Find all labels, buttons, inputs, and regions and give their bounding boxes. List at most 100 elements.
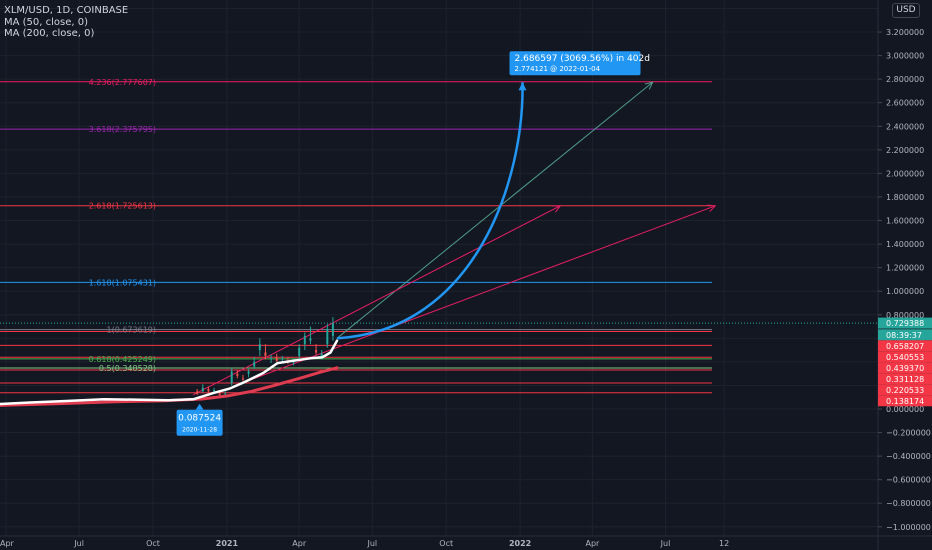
price-tag-bg [878, 384, 932, 396]
y-tick-label: −0.200000 [886, 429, 931, 438]
projection-curve [336, 82, 524, 340]
y-tick-label: 2.200000 [886, 146, 924, 155]
x-tick-label: Jul [660, 539, 671, 548]
price-tag-label: 08:39:37 [886, 331, 922, 340]
chart-legend: XLM/USD, 1D, COINBASE MA (50, close, 0) … [4, 5, 128, 40]
price-tag-label: 0.138174 [886, 397, 924, 406]
fibonacci-levels: 4.236(2.777607) 3.618(2.375795) 2.618(1.72… [0, 78, 712, 373]
trend-arrow-head [644, 81, 654, 90]
candle-body [309, 338, 312, 341]
y-tick-label: 1.000000 [886, 287, 924, 296]
trend-arrow-line [336, 81, 653, 339]
start-price-label: 0.087524 [178, 414, 221, 424]
y-tick-label: −0.800000 [886, 499, 931, 508]
price-tag-label: 0.331128 [886, 375, 924, 384]
x-tick-label: Jul [366, 539, 377, 548]
x-tick-label: Oct [439, 539, 453, 548]
price-tag-bg [878, 373, 932, 385]
candle-body [270, 358, 273, 360]
candle-body [264, 352, 267, 356]
y-tick-label: 2.400000 [886, 122, 924, 131]
chart-markers: 0.087524 2020-11-28 [176, 403, 223, 436]
projection-sub-label: 2.774121 @ 2022-01-04 [515, 65, 601, 73]
y-tick-label: −1.000000 [886, 523, 931, 532]
candle-body [275, 357, 278, 361]
price-tag-bg [878, 329, 932, 341]
candle-body [281, 358, 284, 360]
x-tick-label: 2021 [216, 539, 239, 548]
candle-body [230, 371, 233, 384]
candle-body [331, 323, 334, 336]
y-tick-label: −0.600000 [886, 476, 931, 485]
candle-body [326, 328, 329, 345]
candle-body [320, 353, 323, 356]
y-tick-label: 2.800000 [886, 75, 924, 84]
projection-label: 2.686597 (3069.56%) in 402d [515, 54, 650, 64]
candle-body [236, 373, 239, 377]
start-marker-arrow [195, 403, 204, 410]
y-tick-label: 2.600000 [886, 99, 924, 108]
trend-arrow-head [707, 204, 717, 212]
price-tag-bg [878, 395, 932, 407]
fib-label: 4.236(2.777607) [89, 78, 156, 87]
candle-body [218, 393, 221, 395]
y-tick-label: 0.800000 [886, 311, 924, 320]
candlesticks [192, 317, 334, 400]
fib-label: 0.5(0.348528) [99, 364, 156, 373]
start-marker-box [176, 409, 223, 436]
price-tag-bg [878, 340, 932, 352]
y-tick-label: 0.000000 [886, 405, 924, 414]
price-tag-label: 0.220533 [886, 386, 924, 395]
candle-body [207, 388, 210, 392]
candle-body [315, 350, 318, 353]
support-levels [0, 322, 878, 394]
x-tick-label: Apr [585, 539, 600, 548]
price-labels: 0.729388 08:39:37 0.658207 0.540553 0.439370… [878, 317, 932, 407]
price-tag-bg [878, 362, 932, 374]
x-tick-label: Apr [0, 539, 15, 548]
ma50-line [0, 339, 339, 406]
projection-arrowhead [518, 82, 527, 91]
price-tag-label: 0.439370 [886, 364, 924, 373]
y-tick-label: 3.000000 [886, 52, 924, 61]
y-tick-label: −0.400000 [886, 452, 931, 461]
grid-lines [0, 0, 878, 536]
fib-label: 0.618(0.425249) [89, 355, 156, 364]
candle-body [298, 347, 301, 356]
fib-label: 1(0.673619) [106, 326, 156, 335]
y-tick-label: 1.600000 [886, 217, 924, 226]
candle-body [213, 390, 216, 392]
candle-body [196, 391, 199, 394]
ma50-legend: MA (50, close, 0) [4, 16, 89, 28]
candle-body [201, 387, 204, 392]
price-tag-label: 0.729388 [886, 319, 924, 328]
symbol-title: XLM/USD, 1D, COINBASE [4, 5, 129, 16]
candle-body [253, 361, 256, 367]
y-tick-label: 1.800000 [886, 193, 924, 202]
y-tick-label: 1.200000 [886, 264, 924, 273]
fib-label: 2.618(1.725613) [89, 202, 156, 211]
candle-body [247, 371, 250, 374]
x-tick-label: 12 [719, 539, 729, 548]
x-tick-label: 2022 [509, 539, 531, 548]
moving-averages [0, 339, 339, 407]
y-tick-label: 2.000000 [886, 169, 924, 178]
candle-body [258, 344, 261, 351]
ma200-line [0, 366, 339, 407]
projection-label-box [509, 51, 641, 76]
currency-button[interactable]: USD [892, 3, 920, 18]
x-tick-label: Apr [292, 539, 307, 548]
start-date-label: 2020-11-28 [182, 427, 217, 434]
trend-arrow-head [552, 205, 562, 213]
y-tick-label: 1.400000 [886, 240, 924, 249]
candle-body [303, 335, 306, 345]
x-axis: Apr Jul Oct 2021 Apr Jul Oct 2022 Apr Jul 12 [0, 535, 932, 548]
price-tag-label: 0.540553 [886, 353, 924, 362]
price-tag-label: 0.658207 [886, 342, 924, 351]
candle-body [241, 378, 244, 380]
fib-label: 3.618(2.375795) [89, 125, 156, 134]
x-tick-label: Oct [146, 539, 160, 548]
y-tick-label: 3.200000 [886, 28, 924, 37]
